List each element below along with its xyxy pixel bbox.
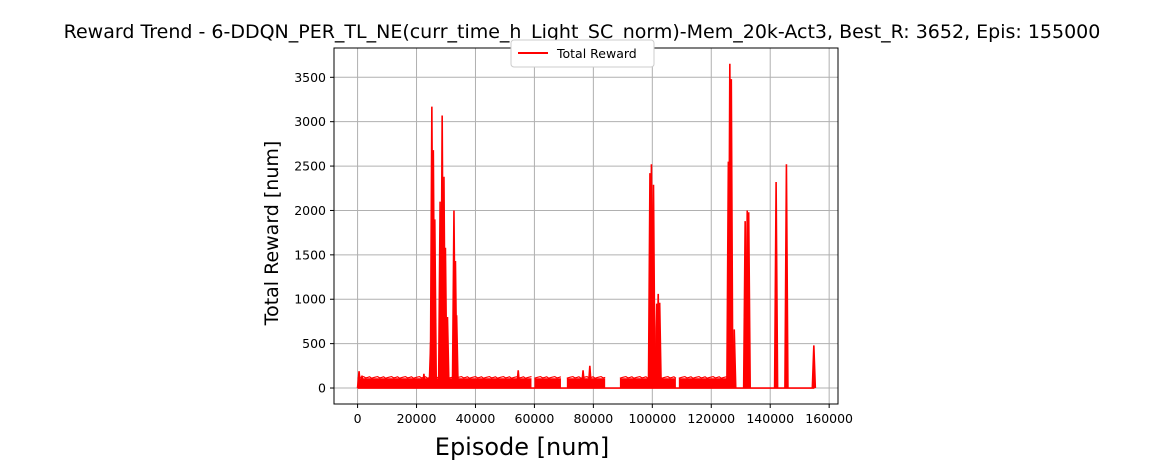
series-peak [811,345,817,389]
series-peak [356,371,362,389]
series-peak [580,370,586,389]
y-axis-ticks: 0 500 1000 1500 2000 2500 3000 3500 [294,70,334,396]
series-oscillation-edge [678,375,734,379]
x-tick-label: 100000 [628,411,676,426]
x-tick-label: 140000 [746,411,794,426]
y-axis-label: Total Reward [num] [261,141,283,327]
series-peak [784,164,789,389]
x-axis-label: Episode [num] [435,433,609,461]
x-tick-label: 40000 [456,411,496,426]
series-oscillation-edge [534,375,562,379]
legend-label-total-reward: Total Reward [556,46,637,61]
y-tick-label: 0 [318,381,326,396]
series-peak [731,329,737,389]
series-oscillation-band [566,378,606,389]
series-total-reward-line [356,63,817,389]
series-peak [587,365,593,389]
x-tick-label: 20000 [397,411,437,426]
series-oscillation-edge [566,375,606,379]
x-tick-label: 60000 [515,411,555,426]
x-tick-label: 160000 [805,411,853,426]
series-peak [445,316,450,389]
series-peak [651,184,656,389]
y-tick-label: 3500 [294,70,326,85]
series-peak [515,370,521,389]
x-tick-label: 120000 [687,411,735,426]
y-tick-label: 1500 [294,247,326,262]
x-tick-label: 0 [354,411,362,426]
series-peak [773,182,779,389]
x-tick-label: 80000 [573,411,613,426]
series-peak [746,212,751,389]
series-oscillation-band [678,378,734,389]
series-peak [432,219,438,389]
x-axis-ticks: 0 20000 40000 60000 80000 100000 120000 140000 1… [354,404,853,426]
y-tick-label: 2500 [294,159,326,174]
legend: Total Reward [510,39,655,68]
y-tick-label: 3000 [294,114,326,129]
series-peak [454,315,459,389]
series-peak [729,79,734,389]
y-tick-label: 2000 [294,203,326,218]
y-tick-label: 500 [302,336,326,351]
chart-title: Reward Trend - 6-DDQN_PER_TL_NE(curr_tim… [64,21,1101,43]
series-peak [421,373,427,389]
series-oscillation-band [534,378,561,389]
legend-box [510,39,655,68]
series-peak [359,375,365,389]
y-tick-label: 1000 [294,292,326,307]
series-peak [657,302,662,389]
